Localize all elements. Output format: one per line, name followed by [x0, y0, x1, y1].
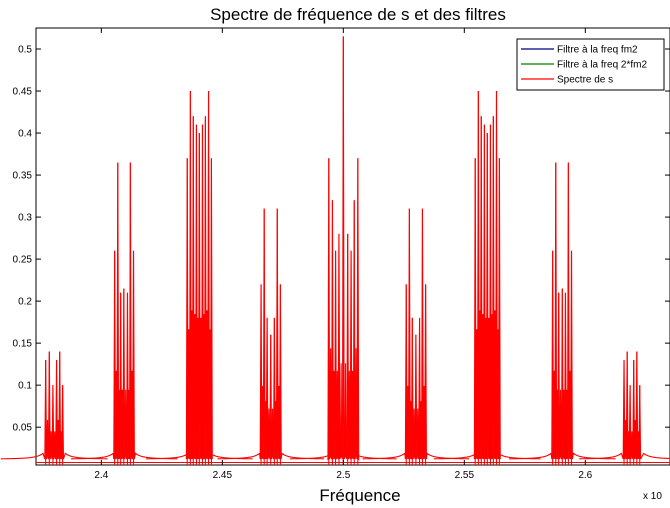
x-axis-label: Fréquence	[319, 486, 400, 505]
y-tick-label: 0.45	[13, 87, 33, 98]
x-axis-multiplier: x 10	[643, 491, 662, 502]
axes: 2.4 2.45 2.5 2.55 2.6 0.05 0.1 0.15 0.2 0.25 0.3 0.…	[13, 28, 670, 481]
x-tick-label: 2.45	[213, 470, 233, 481]
y-tick-label: 0.4	[18, 129, 32, 140]
y-tick-label: 0.05	[13, 423, 33, 434]
legend-label: Filtre à la freq 2*fm2	[557, 60, 647, 71]
spectrum-cluster-5	[290, 36, 397, 461]
legend-label: Spectre de s	[557, 75, 613, 86]
y-tick-label: 0.3	[18, 213, 32, 224]
y-tick-label: 0.1	[18, 381, 32, 392]
legend: Filtre à la freq fm2 Filtre à la freq 2*f…	[516, 38, 665, 91]
y-tick-label: 0.25	[13, 255, 33, 266]
y-tick-label: 0.35	[13, 171, 33, 182]
y-tick-label: 0.15	[13, 339, 33, 350]
spectrum-series	[0, 36, 670, 465]
x-tick-label: 2.55	[455, 470, 475, 481]
x-tick-label: 2.6	[578, 470, 592, 481]
y-tick-label: 0.5	[18, 45, 32, 56]
spectrum-cluster-9	[579, 351, 670, 460]
x-tick-label: 2.5	[336, 470, 350, 481]
y-tick-label: 0.2	[18, 297, 32, 308]
x-tick-label: 2.4	[94, 470, 108, 481]
chart-title: Spectre de fréquence de s et des filtres	[210, 5, 506, 24]
legend-label: Filtre à la freq fm2	[557, 45, 638, 56]
